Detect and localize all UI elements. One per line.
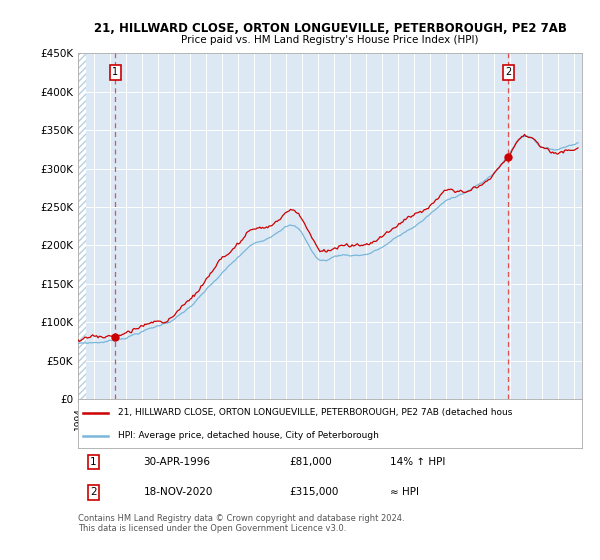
Text: ≈ HPI: ≈ HPI (391, 488, 419, 497)
Text: HPI: Average price, detached house, City of Peterborough: HPI: Average price, detached house, City… (118, 431, 379, 440)
Text: 2: 2 (505, 67, 511, 77)
Text: 14% ↑ HPI: 14% ↑ HPI (391, 457, 446, 467)
Bar (78, 53, 86, 399)
Text: 18-NOV-2020: 18-NOV-2020 (143, 488, 213, 497)
Text: 21, HILLWARD CLOSE, ORTON LONGUEVILLE, PETERBOROUGH, PE2 7AB: 21, HILLWARD CLOSE, ORTON LONGUEVILLE, P… (94, 22, 566, 35)
Text: Price paid vs. HM Land Registry's House Price Index (HPI): Price paid vs. HM Land Registry's House … (181, 35, 479, 45)
Text: 21, HILLWARD CLOSE, ORTON LONGUEVILLE, PETERBOROUGH, PE2 7AB (detached hous: 21, HILLWARD CLOSE, ORTON LONGUEVILLE, P… (118, 408, 512, 417)
Text: £315,000: £315,000 (290, 488, 339, 497)
Text: 1: 1 (90, 457, 97, 467)
Text: 2: 2 (90, 488, 97, 497)
Text: 1: 1 (112, 67, 118, 77)
Text: Contains HM Land Registry data © Crown copyright and database right 2024.
This d: Contains HM Land Registry data © Crown c… (78, 514, 404, 534)
Text: 30-APR-1996: 30-APR-1996 (143, 457, 211, 467)
Text: £81,000: £81,000 (290, 457, 332, 467)
